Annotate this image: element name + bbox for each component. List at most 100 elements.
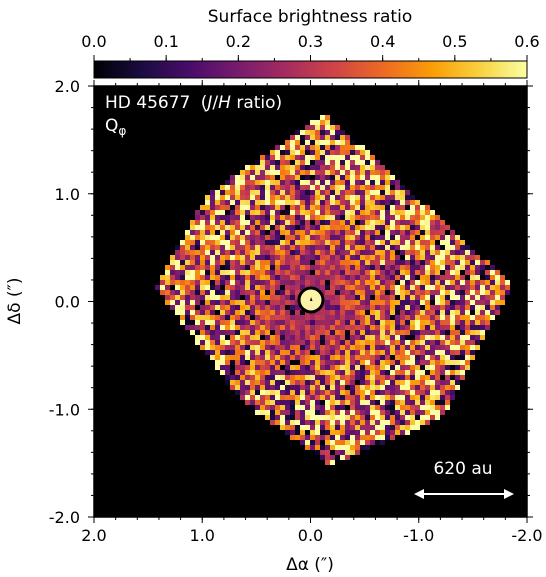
image-pixel [375, 315, 380, 320]
image-pixel [340, 285, 345, 290]
image-pixel [335, 165, 340, 170]
image-pixel [190, 285, 195, 290]
image-pixel [345, 250, 350, 255]
image-pixel [365, 260, 370, 265]
image-pixel [415, 425, 420, 430]
image-pixel [450, 320, 455, 325]
image-pixel [345, 160, 350, 165]
image-pixel [285, 300, 290, 305]
image-pixel [430, 330, 435, 335]
image-pixel [330, 240, 335, 245]
image-pixel [300, 180, 305, 185]
image-pixel [275, 145, 280, 150]
image-pixel [370, 395, 375, 400]
image-pixel [450, 370, 455, 375]
image-pixel [255, 235, 260, 240]
image-pixel [345, 425, 350, 430]
image-pixel [275, 385, 280, 390]
image-pixel [360, 245, 365, 250]
image-pixel [330, 375, 335, 380]
image-pixel [395, 190, 400, 195]
image-pixel [390, 280, 395, 285]
image-pixel [445, 375, 450, 380]
image-pixel [370, 375, 375, 380]
image-pixel [355, 160, 360, 165]
image-pixel [345, 225, 350, 230]
image-pixel [385, 255, 390, 260]
image-pixel [475, 270, 480, 275]
image-pixel [235, 190, 240, 195]
image-pixel [425, 315, 430, 320]
image-pixel [290, 350, 295, 355]
image-pixel [300, 205, 305, 210]
image-pixel [400, 385, 405, 390]
image-pixel [320, 140, 325, 145]
image-pixel [255, 280, 260, 285]
image-pixel [265, 235, 270, 240]
image-pixel [275, 295, 280, 300]
image-pixel [230, 285, 235, 290]
image-pixel [255, 410, 260, 415]
image-pixel [395, 285, 400, 290]
image-pixel [450, 375, 455, 380]
image-pixel [365, 225, 370, 230]
image-pixel [390, 245, 395, 250]
image-pixel [315, 320, 320, 325]
image-pixel [220, 350, 225, 355]
image-pixel [275, 200, 280, 205]
image-pixel [220, 340, 225, 345]
image-pixel [440, 230, 445, 235]
image-pixel [340, 265, 345, 270]
image-pixel [460, 280, 465, 285]
image-pixel [455, 370, 460, 375]
image-pixel [455, 355, 460, 360]
image-pixel [425, 410, 430, 415]
image-pixel [445, 300, 450, 305]
image-pixel [220, 205, 225, 210]
image-pixel [290, 275, 295, 280]
image-pixel [345, 380, 350, 385]
image-pixel [250, 315, 255, 320]
image-pixel [175, 275, 180, 280]
image-pixel [325, 280, 330, 285]
image-pixel [440, 235, 445, 240]
image-pixel [330, 390, 335, 395]
image-pixel [430, 255, 435, 260]
image-pixel [455, 320, 460, 325]
image-pixel [355, 450, 360, 455]
image-pixel [325, 325, 330, 330]
image-pixel [465, 280, 470, 285]
image-pixel [260, 270, 265, 275]
image-pixel [325, 230, 330, 235]
image-pixel [210, 190, 215, 195]
image-pixel [240, 225, 245, 230]
image-pixel [470, 350, 475, 355]
image-pixel [375, 295, 380, 300]
image-pixel [285, 375, 290, 380]
image-pixel [465, 260, 470, 265]
image-pixel [445, 315, 450, 320]
image-pixel [385, 330, 390, 335]
image-pixel [300, 160, 305, 165]
image-pixel [285, 175, 290, 180]
image-pixel [365, 330, 370, 335]
image-pixel [265, 305, 270, 310]
image-pixel [305, 195, 310, 200]
image-pixel [285, 315, 290, 320]
image-pixel [275, 345, 280, 350]
image-pixel [380, 285, 385, 290]
image-pixel [260, 185, 265, 190]
image-pixel [240, 190, 245, 195]
image-pixel [300, 335, 305, 340]
image-pixel [330, 220, 335, 225]
image-pixel [365, 370, 370, 375]
image-pixel [390, 210, 395, 215]
image-pixel [295, 380, 300, 385]
image-pixel [255, 365, 260, 370]
image-pixel [295, 390, 300, 395]
image-pixel [315, 330, 320, 335]
image-pixel [420, 375, 425, 380]
image-pixel [215, 335, 220, 340]
image-pixel [300, 155, 305, 160]
image-pixel [225, 190, 230, 195]
